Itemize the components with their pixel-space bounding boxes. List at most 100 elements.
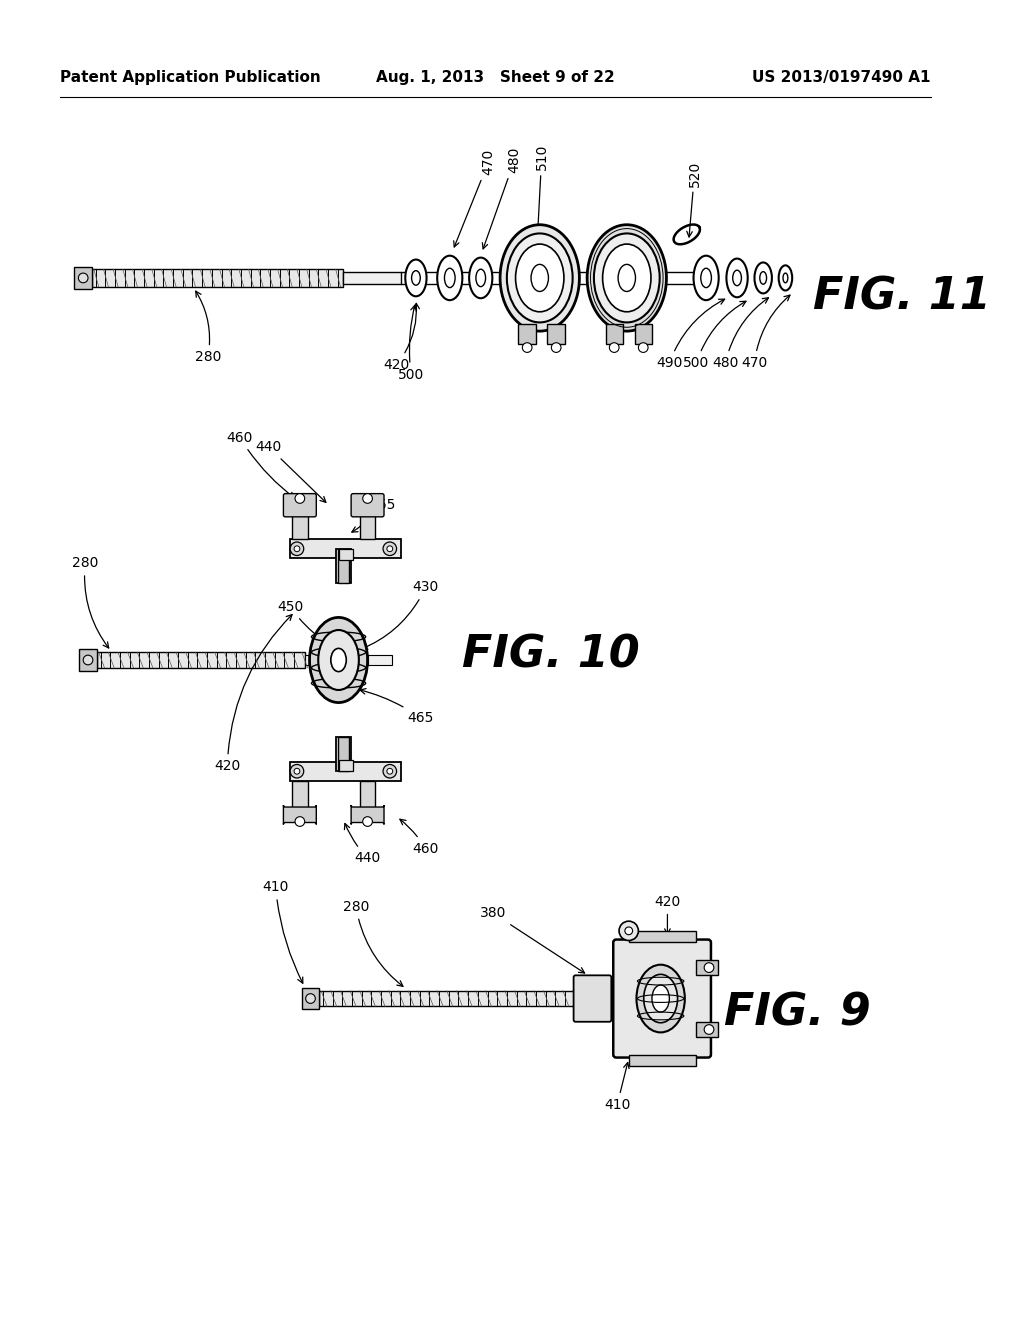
Ellipse shape: [755, 263, 772, 293]
Ellipse shape: [318, 630, 358, 690]
Circle shape: [290, 543, 304, 556]
Text: 480: 480: [482, 147, 521, 249]
Bar: [302, 987, 319, 1010]
Bar: [336, 738, 351, 771]
Ellipse shape: [594, 234, 659, 322]
Ellipse shape: [700, 268, 712, 288]
FancyBboxPatch shape: [284, 494, 316, 517]
Bar: [368, 655, 392, 665]
Circle shape: [295, 817, 305, 826]
Bar: [339, 759, 353, 771]
Circle shape: [620, 921, 638, 941]
Text: 465: 465: [360, 689, 434, 725]
Text: 500: 500: [683, 301, 746, 370]
Circle shape: [305, 994, 315, 1003]
Text: 440: 440: [256, 440, 326, 503]
FancyBboxPatch shape: [351, 805, 384, 825]
Bar: [338, 738, 349, 771]
Bar: [338, 549, 349, 582]
Circle shape: [705, 1024, 714, 1035]
Ellipse shape: [469, 257, 493, 298]
Circle shape: [290, 764, 304, 777]
Bar: [319, 991, 581, 1006]
Ellipse shape: [476, 269, 485, 286]
Ellipse shape: [500, 224, 580, 331]
Bar: [339, 549, 353, 561]
Ellipse shape: [406, 260, 427, 296]
Bar: [292, 510, 307, 539]
Circle shape: [609, 343, 620, 352]
Ellipse shape: [587, 224, 667, 331]
Bar: [96, 652, 305, 668]
Text: 470: 470: [741, 296, 790, 370]
Text: 480: 480: [713, 298, 768, 370]
Bar: [359, 781, 376, 810]
Text: 490: 490: [656, 300, 725, 370]
Bar: [290, 762, 401, 781]
Ellipse shape: [693, 256, 719, 300]
Text: 380: 380: [480, 907, 585, 973]
Text: 420: 420: [654, 895, 681, 935]
Bar: [359, 510, 376, 539]
Circle shape: [362, 494, 373, 503]
Text: 410: 410: [262, 880, 303, 983]
Circle shape: [83, 655, 93, 665]
FancyBboxPatch shape: [613, 940, 711, 1057]
Ellipse shape: [309, 618, 368, 702]
Text: 280: 280: [72, 556, 109, 648]
Text: Aug. 1, 2013   Sheet 9 of 22: Aug. 1, 2013 Sheet 9 of 22: [376, 70, 614, 86]
Ellipse shape: [733, 271, 741, 285]
Text: 520: 520: [687, 160, 701, 238]
Bar: [334, 655, 353, 665]
Text: Patent Application Publication: Patent Application Publication: [60, 70, 321, 86]
Text: 450: 450: [278, 599, 328, 643]
Text: 410: 410: [604, 1063, 631, 1111]
Circle shape: [383, 543, 396, 556]
Ellipse shape: [644, 974, 678, 1023]
Circle shape: [625, 927, 633, 935]
Bar: [696, 960, 718, 975]
Circle shape: [387, 546, 393, 552]
FancyBboxPatch shape: [284, 805, 316, 825]
Text: 460: 460: [400, 820, 439, 855]
Circle shape: [522, 343, 532, 352]
Ellipse shape: [783, 273, 787, 282]
Ellipse shape: [637, 965, 685, 1032]
Bar: [290, 539, 401, 558]
Circle shape: [705, 962, 714, 973]
Ellipse shape: [760, 272, 767, 284]
Circle shape: [383, 764, 396, 777]
Ellipse shape: [726, 259, 748, 297]
Bar: [305, 655, 334, 665]
Circle shape: [638, 343, 648, 352]
Bar: [343, 272, 401, 284]
Ellipse shape: [778, 265, 793, 290]
Bar: [79, 649, 96, 671]
Ellipse shape: [618, 264, 636, 292]
Ellipse shape: [515, 244, 564, 312]
Bar: [548, 325, 565, 343]
Bar: [75, 267, 92, 289]
Ellipse shape: [652, 985, 670, 1012]
Circle shape: [295, 494, 305, 503]
Bar: [336, 549, 351, 582]
Ellipse shape: [507, 234, 572, 322]
Bar: [518, 325, 536, 343]
Text: FIG. 11: FIG. 11: [812, 276, 990, 318]
FancyBboxPatch shape: [573, 975, 611, 1022]
Text: 280: 280: [195, 292, 221, 364]
Bar: [696, 1022, 718, 1038]
Ellipse shape: [444, 268, 455, 288]
Bar: [605, 325, 623, 343]
Text: 420: 420: [214, 615, 292, 774]
Text: FIG. 10: FIG. 10: [463, 634, 640, 677]
FancyBboxPatch shape: [351, 494, 384, 517]
Text: 440: 440: [344, 824, 381, 866]
Text: 470: 470: [454, 149, 496, 247]
Text: FIG. 9: FIG. 9: [724, 991, 870, 1035]
Ellipse shape: [602, 244, 651, 312]
Text: 465: 465: [352, 498, 395, 532]
Circle shape: [79, 273, 88, 282]
Circle shape: [362, 817, 373, 826]
Text: 280: 280: [343, 900, 402, 986]
